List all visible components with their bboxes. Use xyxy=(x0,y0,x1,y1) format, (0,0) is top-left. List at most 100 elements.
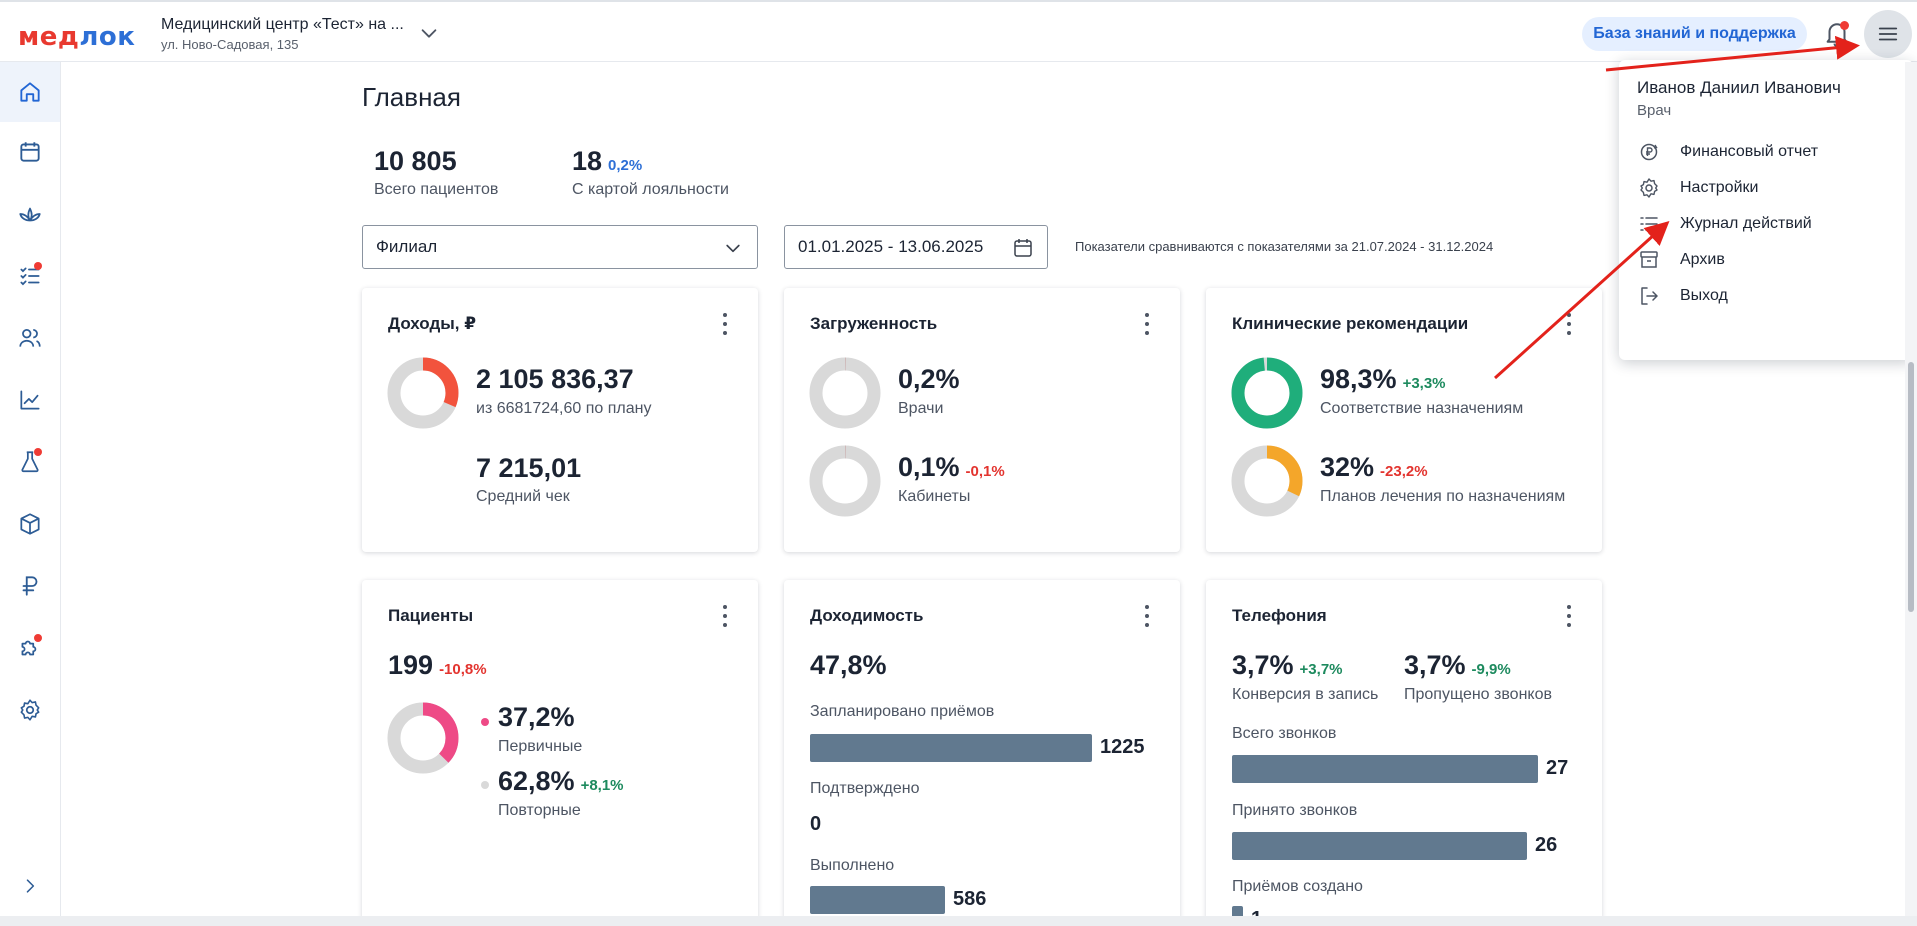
lotus-icon xyxy=(19,207,41,222)
clinical-card-title: Клинические рекомендации xyxy=(1232,314,1469,333)
sidebar-item-calendar[interactable] xyxy=(0,122,60,182)
income-card-title: Доходы, ₽ xyxy=(388,314,477,333)
doctors-load-donut xyxy=(809,357,881,429)
clinical-match-delta: +3,3% xyxy=(1402,375,1446,392)
more-options-icon[interactable] xyxy=(1144,313,1150,335)
menu-item-label: Журнал действий xyxy=(1680,215,1812,232)
clinical-plans-donut xyxy=(1231,445,1303,517)
user-menu-button[interactable] xyxy=(1864,10,1912,58)
sidebar-item-finance[interactable] xyxy=(0,556,60,616)
donut-segment xyxy=(387,702,459,774)
donut-track xyxy=(809,445,881,517)
lab-badge xyxy=(34,448,42,456)
profit-card-title: Доходимость xyxy=(810,606,924,625)
primary-label: Первичные xyxy=(498,738,583,755)
menu-item-archive[interactable]: Архив xyxy=(1619,240,1913,280)
rooms-load-donut xyxy=(809,445,881,517)
horizontal-scrollbar[interactable] xyxy=(0,916,1917,926)
confirmed-value: 0 xyxy=(810,813,822,835)
clinic-name: Медицинский центр «Тест» на ... xyxy=(161,16,404,33)
profit-card: Доходимость 47,8% Запланировано приёмов … xyxy=(784,580,1180,920)
patients-delta: -10,8% xyxy=(439,661,487,678)
stat-patients-value: 10 805 xyxy=(374,146,457,176)
donut-segment xyxy=(1231,357,1303,429)
income-amount-sub: из 6681724,60 по плану xyxy=(476,400,652,417)
donut-track xyxy=(809,357,881,429)
logo-part-1: мед xyxy=(18,22,80,52)
missed-value: 3,7% -9,9% xyxy=(1404,650,1511,680)
vertical-scrollbar[interactable] xyxy=(1905,62,1917,920)
stat-patients-total: 10 805 Всего пациентов xyxy=(374,146,498,199)
income-avg-check: 7 215,01 xyxy=(476,453,582,483)
settings-icon xyxy=(1640,178,1658,198)
more-options-icon[interactable] xyxy=(722,605,728,627)
telephony-card-title: Телефония xyxy=(1232,606,1327,625)
income-plan-donut xyxy=(387,357,459,429)
knowledge-base-button[interactable]: База знаний и поддержка xyxy=(1582,17,1807,51)
calls-total-bar xyxy=(1232,755,1538,783)
sidebar-item-analytics[interactable] xyxy=(0,370,60,430)
more-options-icon[interactable] xyxy=(1566,605,1572,627)
clinic-selector[interactable]: Медицинский центр «Тест» на ... ул. Ново… xyxy=(161,16,404,52)
menu-item-action-log[interactable]: Журнал действий xyxy=(1619,204,1913,244)
sidebar-item-users[interactable] xyxy=(0,308,60,368)
scrollbar-thumb[interactable] xyxy=(1908,362,1914,612)
menu-item-settings[interactable]: Настройки xyxy=(1619,168,1913,208)
notification-badge xyxy=(1840,21,1849,30)
sidebar-item-warehouse[interactable] xyxy=(0,494,60,554)
date-range-picker[interactable]: 01.01.2025 - 13.06.2025 xyxy=(784,225,1048,269)
rooms-load-delta: -0,1% xyxy=(965,463,1005,480)
flask-icon xyxy=(21,451,39,473)
chart-line-icon xyxy=(20,390,40,410)
more-options-icon[interactable] xyxy=(1144,605,1150,627)
clinical-plans-value: 32% -23,2% xyxy=(1320,452,1428,482)
tasks-badge xyxy=(34,262,42,270)
page-title: Главная xyxy=(362,82,461,112)
missed-delta: -9,9% xyxy=(1471,661,1511,678)
users-icon xyxy=(19,329,41,347)
patients-count: 199 -10,8% xyxy=(388,650,487,680)
sidebar-item-tasks[interactable] xyxy=(0,246,60,306)
date-range-value: 01.01.2025 - 13.06.2025 xyxy=(798,237,984,256)
patients-split-donut xyxy=(387,702,459,774)
calendar-icon xyxy=(1014,239,1032,257)
menu-item-logout[interactable]: Выход xyxy=(1619,276,1913,316)
patients-card: Пациенты 199 -10,8% 37,2% Первичные 62,8%… xyxy=(362,580,758,920)
planned-label: Запланировано приёмов xyxy=(810,703,995,720)
primary-value: 37,2% xyxy=(498,702,575,732)
user-role: Врач xyxy=(1637,102,1672,119)
branch-select[interactable]: Филиал xyxy=(362,225,758,269)
logout-icon xyxy=(1641,287,1658,305)
done-label: Выполнено xyxy=(810,857,895,874)
tasks-icon xyxy=(20,267,40,286)
menu-item-label: Настройки xyxy=(1680,179,1759,196)
sidebar-expand-button[interactable] xyxy=(0,856,60,916)
income-avg-label: Средний чек xyxy=(476,488,570,505)
missed-label: Пропущено звонков xyxy=(1404,686,1552,703)
donut-segment xyxy=(387,357,459,429)
planned-value: 1225 xyxy=(1100,736,1145,758)
box-icon xyxy=(20,513,40,535)
app-logo[interactable]: медлок xyxy=(18,22,135,52)
comparison-note: Показатели сравниваются с показателями з… xyxy=(1075,239,1494,254)
clinical-card: Клинические рекомендации 98,3% +3,3% Соот… xyxy=(1206,288,1602,552)
telephony-card: Телефония 3,7% +3,7% Конверсия в запись 3… xyxy=(1206,580,1602,920)
menu-item-finance-report[interactable]: Финансовый отчет xyxy=(1619,132,1913,172)
sidebar-item-settings[interactable] xyxy=(0,680,60,740)
sidebar-item-lab[interactable] xyxy=(0,432,60,492)
clinical-plans-label: Планов лечения по назначениям xyxy=(1320,488,1566,505)
sidebar-item-lotus[interactable] xyxy=(0,184,60,244)
chevron-down-icon[interactable] xyxy=(418,22,440,44)
repeat-legend-dot xyxy=(481,781,489,789)
primary-legend-dot xyxy=(481,718,489,726)
logo-part-2: лок xyxy=(79,22,136,52)
more-options-icon[interactable] xyxy=(1566,313,1572,335)
more-options-icon[interactable] xyxy=(722,313,728,335)
ruble-icon xyxy=(22,576,38,596)
calls-accepted-value: 26 xyxy=(1535,834,1558,856)
sidebar-item-integrations[interactable] xyxy=(0,618,60,678)
calendar-icon xyxy=(20,142,40,162)
action-log-icon xyxy=(1640,217,1658,231)
sidebar-item-home[interactable] xyxy=(0,62,60,122)
clinical-match-donut xyxy=(1231,357,1303,429)
